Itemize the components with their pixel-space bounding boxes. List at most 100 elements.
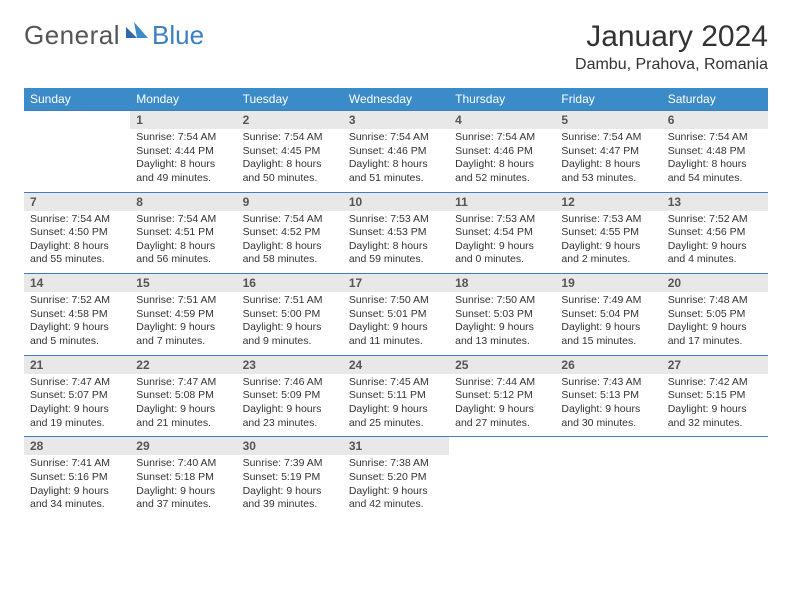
sunrise-value: 7:51 AM — [284, 294, 323, 306]
calendar-table: Sunday Monday Tuesday Wednesday Thursday… — [24, 88, 768, 518]
sunset-value: 5:13 PM — [600, 389, 639, 401]
sunset-label: Sunset: — [136, 471, 175, 483]
day-number: 14 — [24, 274, 130, 292]
sunrise-value: 7:48 AM — [709, 294, 748, 306]
sunrise-value: 7:52 AM — [71, 294, 110, 306]
day-body — [662, 455, 768, 509]
sunset-value: 5:09 PM — [281, 389, 320, 401]
sunrise-value: 7:39 AM — [284, 457, 323, 469]
sunrise-value: 7:50 AM — [497, 294, 536, 306]
calendar-cell — [662, 437, 768, 518]
day-number: 7 — [24, 193, 130, 211]
sunset-label: Sunset: — [668, 308, 707, 320]
sunrise-value: 7:54 AM — [178, 213, 217, 225]
page-title: January 2024 — [575, 20, 768, 54]
sunset-label: Sunset: — [136, 308, 175, 320]
sunrise-value: 7:43 AM — [603, 376, 642, 388]
calendar-cell: 23Sunrise: 7:46 AMSunset: 5:09 PMDayligh… — [237, 355, 343, 437]
sunrise-label: Sunrise: — [561, 131, 602, 143]
day-number: 10 — [343, 193, 449, 211]
day-number: 17 — [343, 274, 449, 292]
day-body: Sunrise: 7:47 AMSunset: 5:07 PMDaylight:… — [24, 374, 130, 437]
sunset-value: 4:50 PM — [69, 226, 108, 238]
day-number: 4 — [449, 111, 555, 129]
day-body: Sunrise: 7:46 AMSunset: 5:09 PMDaylight:… — [237, 374, 343, 437]
sunset-label: Sunset: — [455, 145, 494, 157]
sunrise-label: Sunrise: — [136, 213, 177, 225]
day-body: Sunrise: 7:38 AMSunset: 5:20 PMDaylight:… — [343, 455, 449, 518]
day-body: Sunrise: 7:52 AMSunset: 4:56 PMDaylight:… — [662, 211, 768, 274]
day-body: Sunrise: 7:44 AMSunset: 5:12 PMDaylight:… — [449, 374, 555, 437]
sunset-label: Sunset: — [243, 389, 282, 401]
sunset-value: 4:52 PM — [281, 226, 320, 238]
sunset-value: 4:44 PM — [175, 145, 214, 157]
day-number: 23 — [237, 356, 343, 374]
sunset-label: Sunset: — [561, 389, 600, 401]
day-body: Sunrise: 7:51 AMSunset: 5:00 PMDaylight:… — [237, 292, 343, 355]
sunrise-label: Sunrise: — [455, 376, 496, 388]
day-body — [555, 455, 661, 509]
sunrise-label: Sunrise: — [30, 457, 71, 469]
sunrise-value: 7:53 AM — [390, 213, 429, 225]
sunset-label: Sunset: — [30, 226, 69, 238]
day-number: 1 — [130, 111, 236, 129]
sunset-label: Sunset: — [561, 145, 600, 157]
sunrise-label: Sunrise: — [243, 294, 284, 306]
daylight-label: Daylight: — [561, 240, 605, 252]
day-number: 22 — [130, 356, 236, 374]
sunset-label: Sunset: — [243, 226, 282, 238]
sunset-value: 4:58 PM — [69, 308, 108, 320]
daylight-label: Daylight: — [455, 158, 499, 170]
sunset-label: Sunset: — [30, 471, 69, 483]
sunrise-value: 7:54 AM — [71, 213, 110, 225]
weekday-tuesday: Tuesday — [237, 88, 343, 111]
daylight-label: Daylight: — [455, 321, 499, 333]
calendar-cell: 10Sunrise: 7:53 AMSunset: 4:53 PMDayligh… — [343, 192, 449, 274]
daylight-label: Daylight: — [136, 240, 180, 252]
calendar-cell: 7Sunrise: 7:54 AMSunset: 4:50 PMDaylight… — [24, 192, 130, 274]
sunset-label: Sunset: — [668, 145, 707, 157]
calendar-cell: 19Sunrise: 7:49 AMSunset: 5:04 PMDayligh… — [555, 274, 661, 356]
calendar-cell: 12Sunrise: 7:53 AMSunset: 4:55 PMDayligh… — [555, 192, 661, 274]
sunrise-value: 7:49 AM — [603, 294, 642, 306]
sunset-label: Sunset: — [136, 226, 175, 238]
sunset-label: Sunset: — [561, 308, 600, 320]
weekday-sunday: Sunday — [24, 88, 130, 111]
day-number: 30 — [237, 437, 343, 455]
sunrise-label: Sunrise: — [30, 213, 71, 225]
sunrise-label: Sunrise: — [243, 213, 284, 225]
calendar-cell: 31Sunrise: 7:38 AMSunset: 5:20 PMDayligh… — [343, 437, 449, 518]
sunset-value: 5:11 PM — [387, 389, 425, 401]
sunset-value: 4:55 PM — [600, 226, 639, 238]
daylight-label: Daylight: — [136, 485, 180, 497]
calendar-cell: 6Sunrise: 7:54 AMSunset: 4:48 PMDaylight… — [662, 111, 768, 193]
day-number: 19 — [555, 274, 661, 292]
day-number: 31 — [343, 437, 449, 455]
weekday-saturday: Saturday — [662, 88, 768, 111]
weekday-friday: Friday — [555, 88, 661, 111]
calendar-cell: 11Sunrise: 7:53 AMSunset: 4:54 PMDayligh… — [449, 192, 555, 274]
calendar-cell: 15Sunrise: 7:51 AMSunset: 4:59 PMDayligh… — [130, 274, 236, 356]
daylight-label: Daylight: — [30, 321, 74, 333]
sunset-value: 5:03 PM — [494, 308, 533, 320]
day-number: 5 — [555, 111, 661, 129]
sunset-label: Sunset: — [349, 226, 388, 238]
daylight-label: Daylight: — [561, 403, 605, 415]
calendar-cell: 27Sunrise: 7:42 AMSunset: 5:15 PMDayligh… — [662, 355, 768, 437]
sunrise-label: Sunrise: — [136, 294, 177, 306]
sunrise-label: Sunrise: — [455, 294, 496, 306]
day-body: Sunrise: 7:43 AMSunset: 5:13 PMDaylight:… — [555, 374, 661, 437]
calendar-cell — [449, 437, 555, 518]
logo-mark-icon — [126, 22, 148, 43]
sunrise-label: Sunrise: — [455, 213, 496, 225]
day-body: Sunrise: 7:51 AMSunset: 4:59 PMDaylight:… — [130, 292, 236, 355]
header: General Blue January 2024 Dambu, Prahova… — [24, 20, 768, 74]
calendar-cell — [555, 437, 661, 518]
sunset-label: Sunset: — [136, 389, 175, 401]
sunset-value: 5:16 PM — [69, 471, 108, 483]
sunset-label: Sunset: — [349, 145, 388, 157]
sunrise-label: Sunrise: — [349, 294, 390, 306]
daylight-label: Daylight: — [349, 240, 393, 252]
day-number: 29 — [130, 437, 236, 455]
sunset-value: 4:53 PM — [387, 226, 426, 238]
